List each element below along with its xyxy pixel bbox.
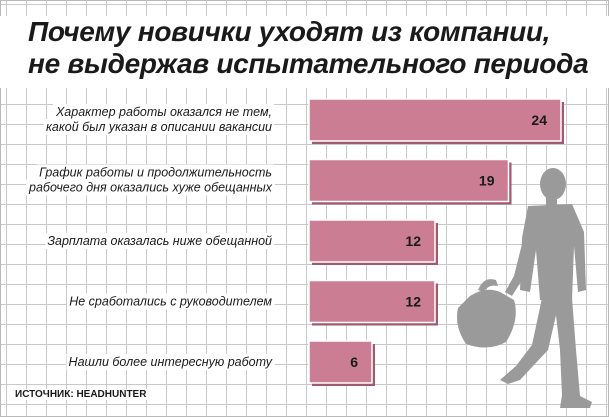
category-label: какой был указан в описании вакансии [46, 120, 272, 134]
category-label: Характер работы оказался не тем, [55, 105, 272, 119]
value-label: 12 [405, 294, 421, 310]
source-note: ИСТОЧНИК: HEADHUNTER [14, 389, 149, 400]
bar [309, 341, 372, 383]
value-label: 24 [531, 112, 547, 128]
value-label: 12 [405, 233, 421, 249]
category-label: График работы и продолжительность [39, 166, 272, 180]
category-label: Нашли более интересную работу [69, 355, 273, 369]
bar [309, 99, 561, 141]
category-label: Не сработались с руководителем [69, 295, 272, 309]
value-label: 6 [350, 354, 358, 370]
value-label: 19 [479, 173, 495, 189]
category-label: Зарплата оказалась ниже обещанной [47, 234, 272, 248]
category-label: рабочего дня оказались хуже обещанных [28, 181, 273, 195]
